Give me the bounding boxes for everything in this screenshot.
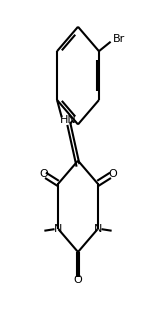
- Text: N: N: [93, 224, 102, 234]
- Text: HN: HN: [60, 116, 77, 125]
- Text: O: O: [74, 275, 82, 285]
- Text: Br: Br: [113, 34, 125, 43]
- Text: O: O: [39, 169, 48, 179]
- Text: O: O: [108, 169, 117, 179]
- Text: N: N: [54, 224, 63, 234]
